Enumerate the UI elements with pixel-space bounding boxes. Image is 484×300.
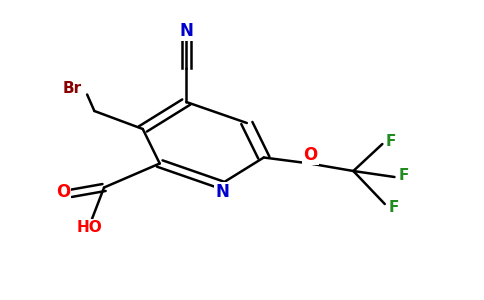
Text: N: N bbox=[180, 22, 193, 40]
Text: O: O bbox=[56, 183, 70, 201]
Text: Br: Br bbox=[63, 81, 82, 96]
Text: F: F bbox=[388, 200, 399, 214]
Text: N: N bbox=[216, 183, 229, 201]
Text: HO: HO bbox=[76, 220, 103, 236]
Text: F: F bbox=[386, 134, 396, 148]
Text: O: O bbox=[303, 146, 318, 164]
Text: F: F bbox=[399, 168, 409, 183]
